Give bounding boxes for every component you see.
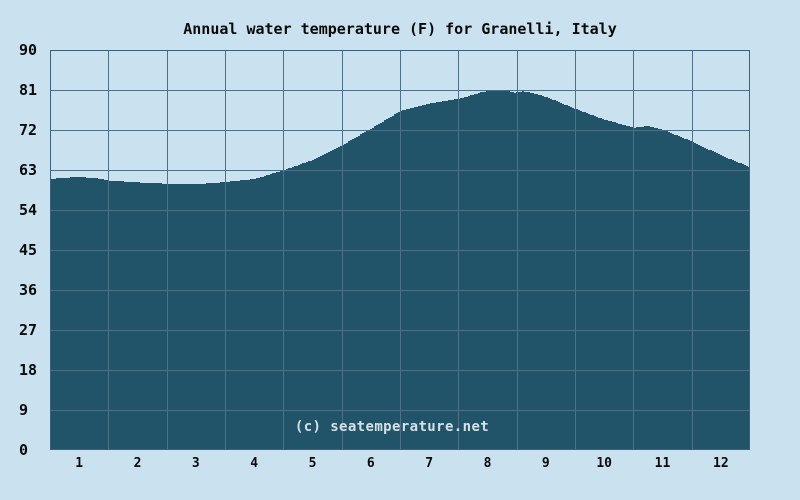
x-tick-label: 1 [75, 456, 83, 471]
x-tick-label: 11 [655, 456, 671, 471]
x-tick-label: 12 [713, 456, 729, 471]
watermark-text: (c) seatemperature.net [294, 419, 490, 435]
y-tick-label: 81 [19, 81, 37, 99]
x-tick-label: 2 [134, 456, 142, 471]
y-tick-label: 18 [19, 361, 37, 379]
y-tick-label: 63 [19, 161, 37, 179]
x-tick-label: 5 [309, 456, 317, 471]
x-tick-label: 6 [367, 456, 375, 471]
plot-border [50, 50, 750, 450]
x-tick-label: 8 [484, 456, 492, 471]
y-tick-label: 90 [19, 41, 37, 59]
x-tick-label: 10 [596, 456, 612, 471]
y-tick-label: 27 [19, 321, 37, 339]
y-tick-label: 36 [19, 281, 37, 299]
y-tick-label: 54 [19, 201, 37, 219]
y-tick-label: 0 [19, 441, 28, 459]
chart-title: Annual water temperature (F) for Granell… [183, 20, 617, 38]
y-tick-label: 72 [19, 121, 37, 139]
x-tick-label: 9 [542, 456, 550, 471]
y-tick-label: 45 [19, 241, 37, 259]
x-tick-label: 7 [425, 456, 433, 471]
x-tick-label: 3 [192, 456, 200, 471]
y-tick-label: 9 [19, 401, 28, 419]
gridlines [50, 50, 750, 450]
x-tick-label: 4 [250, 456, 258, 471]
x-axis-labels: 1 2 3 4 5 6 7 8 9 10 11 12 [75, 456, 728, 471]
